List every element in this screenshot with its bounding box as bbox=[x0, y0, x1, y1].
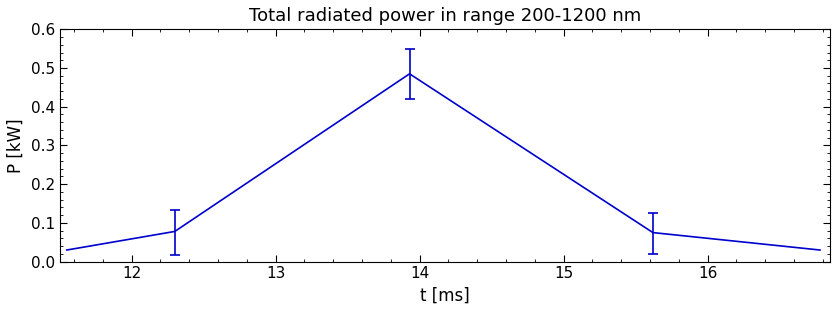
X-axis label: t [ms]: t [ms] bbox=[420, 287, 469, 305]
Title: Total radiated power in range 200-1200 nm: Total radiated power in range 200-1200 n… bbox=[248, 7, 640, 25]
Y-axis label: P [kW]: P [kW] bbox=[7, 118, 25, 173]
